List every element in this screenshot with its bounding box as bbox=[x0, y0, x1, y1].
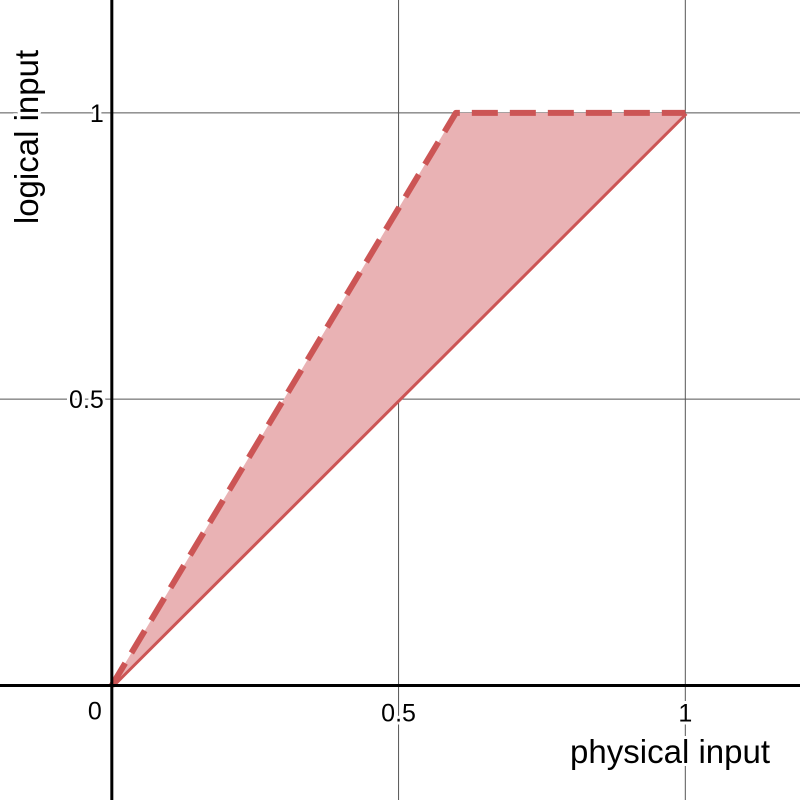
x-tick-label: 1 bbox=[678, 699, 692, 727]
y-axis-label: logical input bbox=[8, 50, 45, 224]
fill-area bbox=[111, 112, 686, 686]
dashed-line bbox=[109, 109, 686, 688]
y-tick-label: 0.5 bbox=[69, 386, 104, 414]
y-tick-label: 1 bbox=[90, 100, 104, 128]
origin-label: 0 bbox=[88, 697, 102, 725]
x-tick-label: 0.5 bbox=[381, 699, 416, 727]
x-axis-label: physical input bbox=[570, 733, 770, 770]
